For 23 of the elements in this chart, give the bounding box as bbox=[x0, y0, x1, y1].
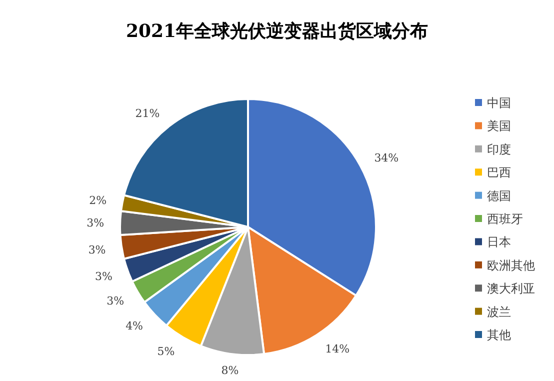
data-label: 34% bbox=[374, 152, 399, 165]
data-label: 14% bbox=[325, 342, 350, 356]
data-label: 5% bbox=[157, 344, 175, 358]
data-label: 3% bbox=[95, 270, 113, 283]
legend-label: 其他 bbox=[487, 328, 511, 342]
legend-label: 澳大利亚 bbox=[487, 282, 535, 296]
legend-label: 西班牙 bbox=[487, 212, 523, 226]
legend-label: 巴西 bbox=[487, 166, 511, 180]
legend-label: 中国 bbox=[487, 96, 511, 110]
data-label: 3% bbox=[88, 244, 106, 257]
chart-title: 2021年全球光伏逆变器出货区域分布 bbox=[126, 21, 428, 42]
data-label: 21% bbox=[135, 107, 160, 120]
data-label: 3% bbox=[86, 216, 104, 230]
data-label: 8% bbox=[221, 364, 239, 377]
data-label: 4% bbox=[126, 320, 144, 333]
legend-label: 美国 bbox=[487, 119, 511, 134]
data-label: 3% bbox=[106, 294, 124, 308]
legend-label: 德国 bbox=[487, 188, 511, 203]
legend-label: 欧洲其他 bbox=[487, 258, 535, 272]
legend-label: 印度 bbox=[487, 142, 511, 156]
data-label: 2% bbox=[89, 194, 107, 208]
legend-label: 日本 bbox=[487, 235, 511, 250]
legend-label: 波兰 bbox=[487, 304, 511, 319]
